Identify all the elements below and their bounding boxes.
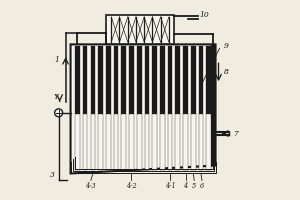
- Bar: [168, 114, 172, 170]
- Bar: [206, 114, 211, 170]
- Text: 3: 3: [50, 171, 55, 179]
- Bar: [106, 46, 111, 114]
- Bar: [152, 114, 157, 170]
- Bar: [176, 46, 180, 114]
- Bar: [114, 114, 118, 170]
- Text: 10: 10: [200, 11, 209, 19]
- Bar: [191, 46, 196, 114]
- Bar: [83, 46, 87, 114]
- Bar: [106, 114, 111, 170]
- Bar: [91, 114, 95, 170]
- Bar: [98, 46, 103, 114]
- Bar: [98, 114, 103, 170]
- Text: Y: Y: [53, 93, 58, 101]
- Text: 4-1: 4-1: [165, 182, 176, 190]
- Bar: [137, 46, 142, 114]
- Bar: [145, 114, 149, 170]
- Bar: [152, 46, 157, 114]
- Text: 4: 4: [183, 182, 188, 190]
- Text: 5: 5: [192, 182, 196, 190]
- Bar: [168, 46, 172, 114]
- Bar: [75, 46, 80, 114]
- Bar: [199, 46, 203, 114]
- Text: 4-2: 4-2: [126, 182, 137, 190]
- Bar: [145, 46, 149, 114]
- Bar: [211, 44, 215, 166]
- Circle shape: [55, 109, 63, 117]
- Bar: [137, 114, 142, 170]
- Bar: [75, 114, 80, 170]
- Bar: [183, 46, 188, 114]
- Bar: [206, 46, 211, 114]
- Bar: [91, 46, 95, 114]
- Bar: [114, 46, 118, 114]
- Bar: [129, 46, 134, 114]
- Bar: [160, 114, 165, 170]
- Bar: [122, 46, 126, 114]
- Bar: [106, 15, 174, 44]
- Bar: [183, 114, 188, 170]
- Text: 6: 6: [200, 182, 204, 190]
- Polygon shape: [70, 44, 215, 173]
- Text: 9: 9: [224, 42, 228, 50]
- Text: 7: 7: [233, 130, 238, 138]
- Bar: [160, 46, 165, 114]
- Bar: [199, 114, 203, 170]
- Bar: [176, 114, 180, 170]
- Text: 1: 1: [54, 56, 59, 64]
- Text: 8: 8: [224, 68, 228, 76]
- Bar: [122, 114, 126, 170]
- Bar: [191, 114, 196, 170]
- Text: 4-3: 4-3: [85, 182, 96, 190]
- Bar: [83, 114, 87, 170]
- Bar: [129, 114, 134, 170]
